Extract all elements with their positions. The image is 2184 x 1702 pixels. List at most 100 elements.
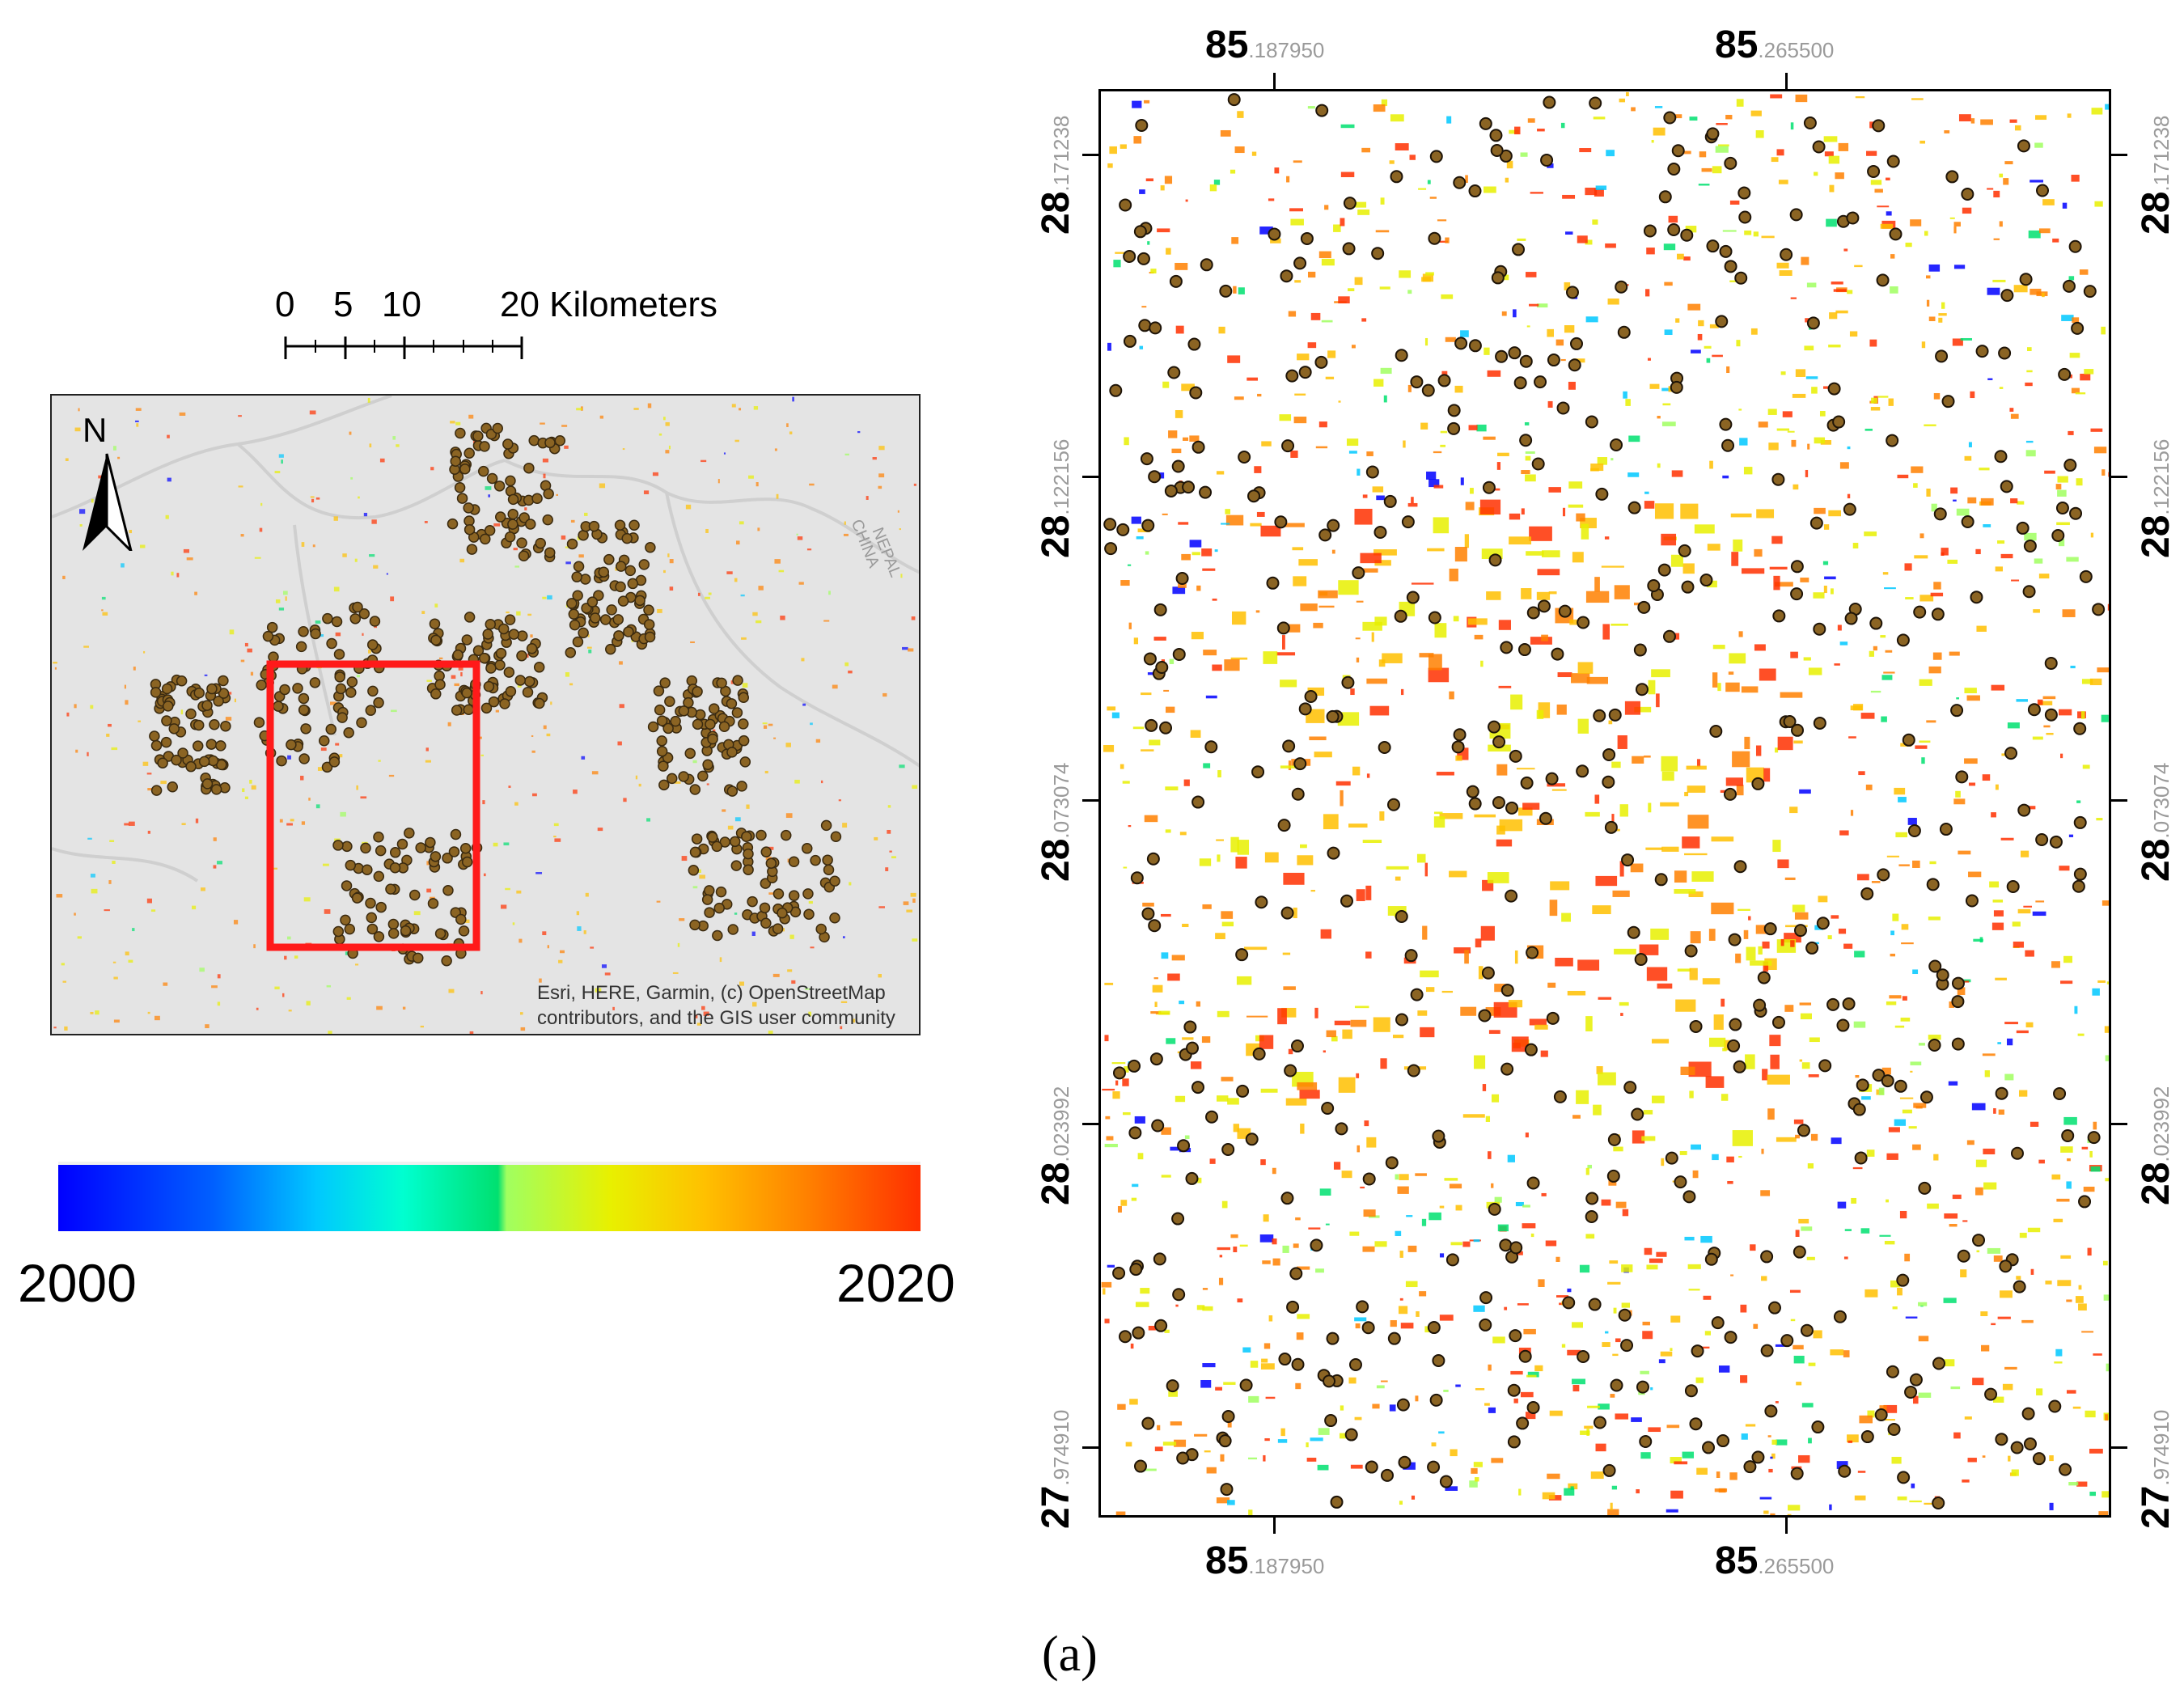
change-pixel	[1307, 271, 1316, 278]
change-pixel	[753, 406, 759, 410]
change-pixel	[1838, 142, 1849, 151]
x-label-top-2-minor: .265500	[1758, 38, 1835, 62]
change-pixel	[1164, 1329, 1170, 1333]
change-pixel	[1722, 230, 1737, 232]
change-pixel	[1610, 458, 1614, 461]
change-pixel	[2105, 1414, 2109, 1421]
change-pixel	[111, 747, 118, 751]
change-pixel	[808, 1011, 812, 1017]
change-pixel	[333, 516, 338, 521]
change-pixel	[785, 743, 791, 747]
change-pixel	[1914, 555, 1928, 559]
change-pixel	[2019, 1090, 2028, 1097]
change-pixel	[1246, 1015, 1268, 1018]
change-pixel	[1795, 94, 1808, 103]
change-pixel	[1203, 763, 1211, 768]
landslide-point	[1767, 1301, 1781, 1315]
change-pixel	[2107, 603, 2109, 611]
change-pixel	[1915, 745, 1928, 749]
change-pixel	[1763, 961, 1769, 972]
change-pixel	[1320, 929, 1331, 939]
change-pixel	[2004, 1022, 2018, 1025]
landslide-point	[2055, 502, 2069, 515]
change-pixel	[2010, 413, 2019, 419]
landslide-point	[516, 650, 527, 662]
change-pixel	[1218, 1277, 1224, 1285]
change-pixel	[1651, 669, 1670, 678]
change-pixel	[1272, 1258, 1280, 1266]
change-pixel	[731, 404, 736, 408]
y-tick-right-2	[2111, 476, 2127, 478]
change-pixel	[1777, 859, 1789, 869]
change-pixel	[213, 865, 217, 869]
change-pixel	[1491, 488, 1500, 491]
change-pixel	[2080, 374, 2091, 381]
change-pixel	[1261, 441, 1272, 447]
change-pixel	[516, 611, 521, 616]
landslide-point	[1526, 1401, 1540, 1415]
landslide-point	[2032, 1452, 2046, 1466]
change-pixel	[672, 972, 679, 974]
change-pixel	[2081, 711, 2085, 719]
change-pixel	[806, 548, 812, 551]
change-pixel	[1209, 184, 1217, 192]
change-pixel	[413, 911, 421, 916]
landslide-point	[1569, 337, 1583, 350]
change-pixel	[1142, 902, 1154, 907]
change-pixel	[832, 684, 838, 689]
change-pixel	[1259, 1035, 1274, 1049]
change-pixel	[1439, 240, 1449, 243]
landslide-point	[1315, 104, 1329, 117]
change-pixel	[2066, 1390, 2076, 1394]
change-pixel	[1768, 1468, 1773, 1473]
change-pixel	[1828, 510, 1841, 517]
landslide-point	[1615, 280, 1628, 294]
change-pixel	[1813, 1330, 1822, 1339]
change-pixel	[1124, 1066, 1129, 1073]
change-pixel	[142, 761, 149, 766]
change-pixel	[1231, 237, 1239, 244]
change-pixel	[1791, 439, 1797, 447]
change-pixel	[1601, 565, 1624, 568]
landslide-point	[1401, 515, 1415, 529]
change-pixel	[171, 571, 174, 576]
landslide-point	[1593, 709, 1606, 722]
change-pixel	[2025, 450, 2036, 457]
change-pixel	[217, 1001, 221, 1006]
landslide-point	[1832, 415, 1846, 429]
change-pixel	[791, 980, 796, 984]
landslide-point	[1278, 1353, 1292, 1366]
change-pixel	[1790, 651, 1798, 658]
scale-label-20-km: 20 Kilometers	[500, 285, 718, 324]
change-pixel	[1260, 1088, 1278, 1093]
change-pixel	[1376, 1385, 1385, 1389]
change-pixel	[1798, 1454, 1810, 1463]
landslide-point	[1881, 1074, 1894, 1088]
change-pixel	[1300, 603, 1318, 612]
landslide-point	[1255, 895, 1268, 909]
change-pixel	[1690, 931, 1701, 944]
change-pixel	[1440, 430, 1448, 434]
change-pixel	[1687, 303, 1701, 311]
change-pixel	[912, 938, 918, 942]
change-pixel	[1181, 553, 1191, 561]
change-pixel	[1419, 653, 1434, 658]
change-pixel	[694, 1014, 698, 1018]
change-pixel	[1141, 749, 1154, 752]
change-pixel	[1858, 771, 1865, 776]
change-pixel	[1293, 417, 1307, 424]
change-pixel	[326, 984, 332, 988]
landslide-point	[389, 847, 401, 858]
change-pixel	[1881, 675, 1893, 680]
change-pixel	[2054, 1361, 2063, 1364]
change-pixel	[1380, 197, 1385, 205]
change-pixel	[1294, 280, 1302, 283]
change-pixel	[1355, 1323, 1361, 1329]
change-pixel	[742, 683, 748, 688]
change-pixel	[1260, 525, 1281, 537]
landslide-point	[1728, 933, 1742, 946]
change-pixel	[1465, 175, 1468, 184]
landslide-point	[209, 718, 220, 730]
change-pixel	[1967, 1458, 1977, 1463]
landslide-point	[1103, 518, 1117, 531]
